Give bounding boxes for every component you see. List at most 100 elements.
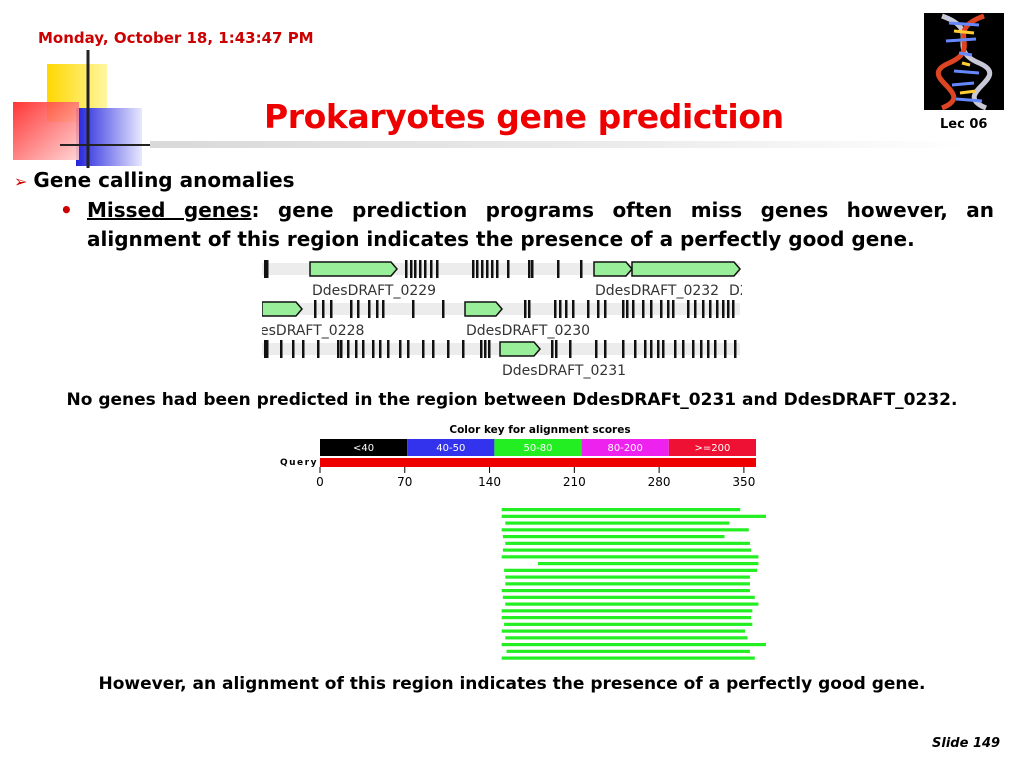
feature-tick-1-4 bbox=[357, 300, 360, 318]
feature-tick-0-2 bbox=[405, 260, 408, 278]
hit-bar-10 bbox=[505, 575, 750, 579]
feature-tick-0-19 bbox=[580, 260, 583, 278]
feature-tick-1-29 bbox=[702, 300, 705, 318]
feature-tick-0-5 bbox=[419, 260, 422, 278]
feature-tick-2-25 bbox=[569, 340, 572, 358]
arrow-bullet-icon: ➢ bbox=[14, 172, 28, 191]
feature-tick-1-9 bbox=[442, 300, 445, 318]
feature-tick-2-35 bbox=[682, 340, 685, 358]
feature-tick-0-8 bbox=[436, 260, 439, 278]
feature-tick-0-16 bbox=[528, 260, 531, 278]
bullet-gene-calling-text: Gene calling anomalies bbox=[33, 168, 295, 192]
feature-tick-2-8 bbox=[347, 340, 350, 358]
bullet-missed-genes-text: Missed genes: gene prediction programs o… bbox=[87, 196, 994, 254]
score-bin-4 bbox=[668, 439, 756, 456]
gene-label-0228: esDRAFT_0228 bbox=[262, 323, 364, 339]
feature-tick-2-6 bbox=[337, 340, 340, 358]
hit-bar-18 bbox=[501, 629, 746, 633]
feature-tick-2-5 bbox=[317, 340, 320, 358]
gene-label-0231: DdesDRAFT_0231 bbox=[502, 363, 626, 379]
feature-tick-0-1 bbox=[266, 260, 269, 278]
feature-tick-1-31 bbox=[716, 300, 719, 318]
feature-tick-1-33 bbox=[727, 300, 730, 318]
score-bin-0 bbox=[320, 439, 408, 456]
slide-number-value: 149 bbox=[972, 736, 1001, 751]
feature-tick-0-12 bbox=[486, 260, 489, 278]
hit-bar-11 bbox=[505, 582, 750, 586]
gene-arrow-0-2 bbox=[631, 261, 741, 277]
feature-tick-1-23 bbox=[650, 300, 653, 318]
logo-blue-square bbox=[76, 108, 142, 166]
gene-label-0232-tail: D2 bbox=[729, 283, 742, 299]
hit-bar-22 bbox=[501, 656, 755, 660]
hit-bar-3 bbox=[501, 528, 749, 532]
dot-bullet-icon: • bbox=[60, 198, 73, 222]
hit-bar-21 bbox=[506, 649, 750, 653]
feature-tick-0-10 bbox=[476, 260, 479, 278]
feature-tick-1-6 bbox=[376, 300, 379, 318]
feature-tick-2-20 bbox=[480, 340, 483, 358]
slide-title: Prokaryotes gene prediction bbox=[264, 97, 784, 136]
gene-label-0229: DdesDRAFT_0229 bbox=[312, 283, 436, 299]
bullet-missed-genes: • Missed genes: gene prediction programs… bbox=[60, 196, 994, 254]
feature-tick-1-32 bbox=[722, 300, 725, 318]
feature-tick-2-16 bbox=[422, 340, 425, 358]
decorative-logo bbox=[13, 50, 150, 168]
feature-tick-2-28 bbox=[622, 340, 625, 358]
logo-red-square bbox=[13, 102, 79, 160]
slide-date: Monday, October 18, 1:43:47 PM bbox=[38, 29, 314, 47]
feature-tick-0-0 bbox=[264, 260, 267, 278]
query-label: Query bbox=[280, 458, 318, 468]
alignment-hits bbox=[501, 508, 766, 660]
feature-tick-1-27 bbox=[687, 300, 690, 318]
bullet-gene-calling: ➢ Gene calling anomalies bbox=[14, 168, 295, 192]
feature-tick-0-4 bbox=[414, 260, 417, 278]
feature-tick-2-24 bbox=[555, 340, 558, 358]
score-bin-2 bbox=[494, 439, 582, 456]
feature-tick-2-29 bbox=[634, 340, 637, 358]
feature-tick-2-38 bbox=[707, 340, 710, 358]
feature-tick-2-34 bbox=[674, 340, 677, 358]
feature-tick-1-15 bbox=[572, 300, 575, 318]
feature-tick-2-30 bbox=[644, 340, 647, 358]
axis-tick-label-3: 210 bbox=[563, 475, 586, 489]
feature-tick-2-32 bbox=[657, 340, 660, 358]
feature-tick-1-11 bbox=[528, 300, 531, 318]
feature-tick-0-11 bbox=[481, 260, 484, 278]
feature-tick-1-14 bbox=[565, 300, 568, 318]
hit-bar-15 bbox=[501, 609, 753, 613]
feature-tick-0-3 bbox=[410, 260, 413, 278]
feature-tick-1-16 bbox=[587, 300, 590, 318]
hit-bar-17 bbox=[504, 622, 753, 626]
hit-bar-16 bbox=[501, 616, 752, 620]
feature-tick-2-10 bbox=[362, 340, 365, 358]
hit-bar-1 bbox=[501, 514, 766, 518]
feature-tick-1-19 bbox=[622, 300, 625, 318]
hit-bar-9 bbox=[504, 568, 758, 572]
gene-arrow-2-0 bbox=[499, 341, 541, 357]
feature-tick-0-15 bbox=[507, 260, 510, 278]
feature-tick-1-13 bbox=[559, 300, 562, 318]
feature-tick-1-7 bbox=[382, 300, 385, 318]
gene-map-figure: DdesDRAFT_0229 DdesDRAFT_0232 D2 esDRAFT… bbox=[262, 260, 742, 379]
feature-tick-2-21 bbox=[484, 340, 487, 358]
hit-bar-6 bbox=[502, 548, 752, 552]
hit-bar-7 bbox=[501, 555, 759, 559]
score-color-key: <40 40-50 50-80 80-200 >=200 bbox=[320, 439, 756, 456]
feature-tick-1-22 bbox=[642, 300, 645, 318]
score-bin-label-0: <40 bbox=[353, 443, 374, 454]
feature-tick-0-6 bbox=[424, 260, 427, 278]
score-bin-1 bbox=[407, 439, 495, 456]
missed-genes-description: : gene prediction programs often miss ge… bbox=[87, 198, 994, 251]
score-bin-label-4: >=200 bbox=[694, 443, 730, 454]
hit-bar-20 bbox=[501, 643, 766, 647]
gene-label-0232: DdesDRAFT_0232 bbox=[595, 283, 719, 299]
dna-helix-image bbox=[924, 13, 1004, 110]
feature-tick-1-8 bbox=[412, 300, 415, 318]
hit-bar-5 bbox=[505, 541, 750, 545]
feature-tick-1-30 bbox=[709, 300, 712, 318]
gene-arrow-1-0 bbox=[262, 301, 303, 317]
feature-tick-0-13 bbox=[491, 260, 494, 278]
feature-tick-2-4 bbox=[302, 340, 305, 358]
feature-tick-1-26 bbox=[672, 300, 675, 318]
